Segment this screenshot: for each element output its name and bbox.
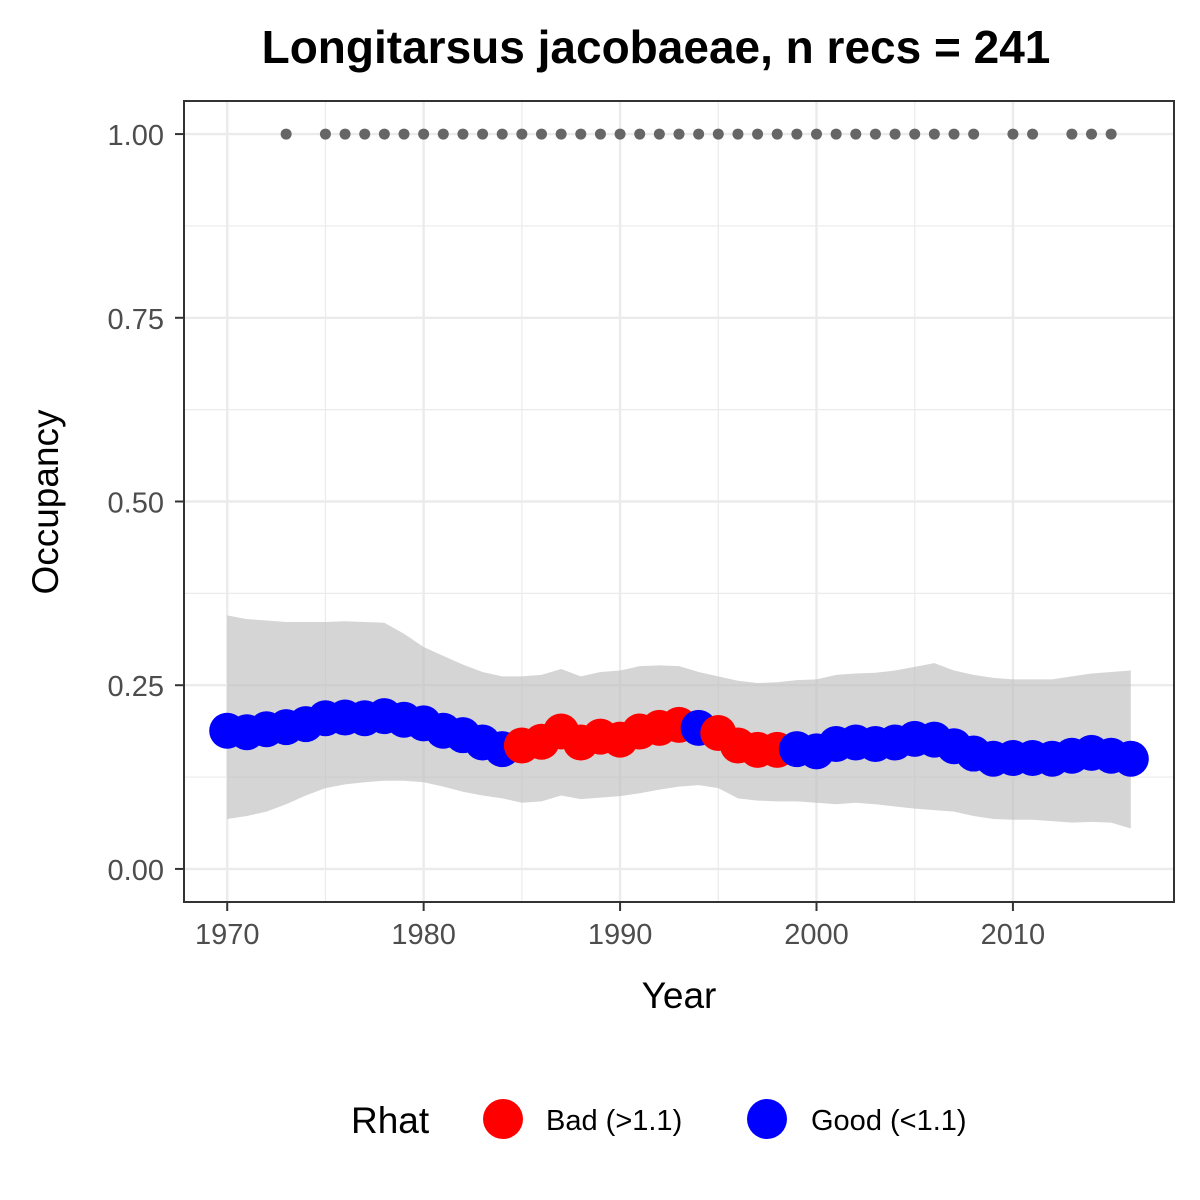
x-tick-label: 2010 <box>981 919 1046 951</box>
legend-key-bad <box>483 1099 523 1139</box>
y-tick-label: 0.75 <box>108 304 164 336</box>
record-point <box>909 128 921 140</box>
record-point <box>752 128 764 140</box>
record-point <box>1086 128 1097 140</box>
x-tick-label: 1980 <box>391 919 456 951</box>
record-point <box>359 128 371 140</box>
record-point <box>319 128 331 140</box>
record-point <box>516 128 528 140</box>
occupancy-points <box>209 698 1149 777</box>
record-point <box>457 128 469 140</box>
y-axis-title: Occupancy <box>25 409 66 595</box>
record-point <box>536 128 547 140</box>
record-point <box>378 128 390 140</box>
record-point <box>850 128 862 140</box>
record-point <box>830 128 842 140</box>
record-point <box>1007 128 1019 140</box>
record-point <box>575 128 587 140</box>
record-point <box>1027 128 1039 140</box>
y-tick-label: 0.50 <box>108 488 164 520</box>
record-point <box>496 128 508 140</box>
record-point <box>811 128 822 140</box>
record-point <box>948 128 960 140</box>
record-point <box>634 128 646 140</box>
record-point <box>398 128 410 140</box>
chart-title: Longitarsus jacobaeae, n recs = 241 <box>262 21 1051 73</box>
x-tick-label: 1970 <box>195 919 260 951</box>
record-point <box>869 128 881 140</box>
y-tick-label: 0.00 <box>108 855 164 887</box>
record-point <box>280 128 292 140</box>
occupancy-point <box>1112 740 1149 777</box>
x-tick-label: 2000 <box>784 919 849 951</box>
y-tick-label: 1.00 <box>108 120 164 152</box>
y-axis: 0.00 0.25 0.50 0.75 1.00 <box>108 120 184 887</box>
record-point <box>555 128 567 140</box>
record-point <box>968 128 980 140</box>
record-point <box>614 128 626 140</box>
record-point <box>437 128 449 140</box>
record-points <box>280 128 1117 140</box>
record-point <box>1105 128 1117 140</box>
record-point <box>673 128 685 140</box>
x-axis-title: Year <box>642 975 717 1016</box>
record-point <box>928 128 940 140</box>
record-point <box>1066 128 1078 140</box>
record-point <box>693 128 705 140</box>
legend-label-bad: Bad (>1.1) <box>546 1105 682 1137</box>
legend-key-good <box>747 1099 787 1139</box>
record-point <box>594 128 606 140</box>
record-point <box>791 128 803 140</box>
record-point <box>477 128 489 140</box>
legend-label-good: Good (<1.1) <box>811 1105 967 1137</box>
legend: Rhat Bad (>1.1) Good (<1.1) <box>351 1099 967 1141</box>
record-point <box>339 128 351 140</box>
y-tick-label: 0.25 <box>108 671 164 703</box>
x-tick-label: 1990 <box>588 919 653 951</box>
record-point <box>418 128 430 140</box>
record-point <box>732 128 744 140</box>
record-point <box>889 128 901 140</box>
legend-title: Rhat <box>351 1100 430 1141</box>
record-point <box>653 128 665 140</box>
x-axis: 1970 1980 1990 2000 2010 <box>195 902 1045 951</box>
record-point <box>771 128 783 140</box>
record-point <box>712 128 724 140</box>
